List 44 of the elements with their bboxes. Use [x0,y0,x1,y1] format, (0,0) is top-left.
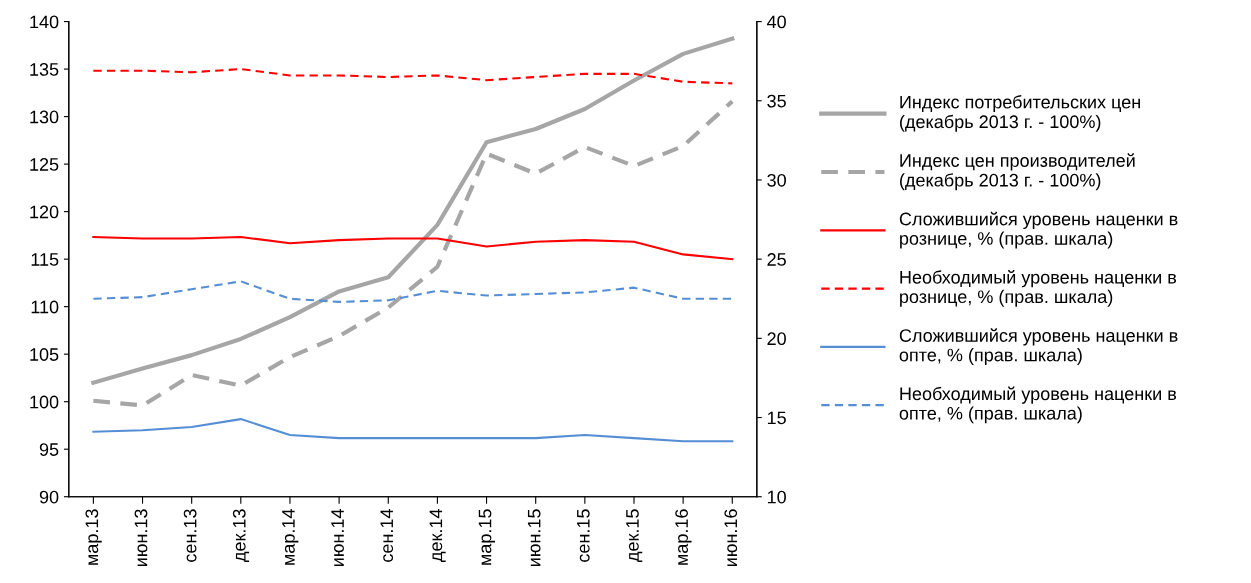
legend-label: Необходимый уровень наценки в опте, % (прав. шкала) [899,386,1177,424]
legend-label: Индекс потребительских цен (декабрь 2013 г. - 100%) [900,95,1140,132]
y-tick-label: 100 [30,395,59,409]
line-series [92,68,734,85]
legend-label: Сложившийся уровень наценки в рознице, % (прав. шкала) [899,211,1178,249]
x-tick-label: мар.13 [85,509,102,565]
y-tick-label: 120 [30,205,59,219]
y-tick-label: 130 [30,110,59,124]
x-tick-label: мар.14 [282,509,299,565]
y-tick-label: 105 [30,348,59,361]
y2-tick-label: 35 [767,94,786,108]
y-tick-label: 125 [30,158,59,171]
y-tick-label: 110 [31,300,59,314]
x-tick-label: сен.13 [183,509,197,562]
line-series [91,36,735,385]
y2-tick-label: 10 [767,490,786,504]
x-tick-label: дек.14 [429,509,446,562]
x-tick-label: сен.14 [380,509,394,562]
line-series [92,280,734,303]
y2-tick-label: 30 [767,173,786,187]
y2-tick-label: 40 [766,15,786,29]
x-tick-label: мар.15 [478,509,495,565]
line-series [91,99,735,408]
legend-label: Индекс цен производителей (декабрь 2013 г. - 100%) [900,153,1135,191]
legend-label: Сложившийся уровень наценки в опте, % (прав. шкала) [899,328,1178,365]
y2-tick-label: 15 [767,411,786,425]
y2-tick-label: 25 [767,253,786,266]
y-tick-label: 135 [30,63,59,76]
legend-label: Необходимый уровень наценки в рознице, % (прав. шкала) [900,270,1177,307]
x-tick-label: июн.15 [527,509,541,566]
x-tick-label: дек.13 [232,509,250,562]
y-tick-label: 140 [30,15,59,29]
x-tick-label: июн.13 [134,509,148,566]
y-tick-label: 115 [31,253,59,266]
x-tick-label: мар.16 [675,509,692,565]
x-tick-label: дек.15 [626,509,643,562]
y-tick-label: 90 [39,490,59,504]
x-tick-label: июн.14 [331,509,344,566]
y2-tick-label: 20 [767,332,786,346]
line-series [92,418,734,443]
y-tick-label: 95 [39,443,59,456]
x-tick-label: июн.16 [724,509,738,566]
x-tick-label: сен.15 [577,509,590,562]
line-series [92,235,734,261]
